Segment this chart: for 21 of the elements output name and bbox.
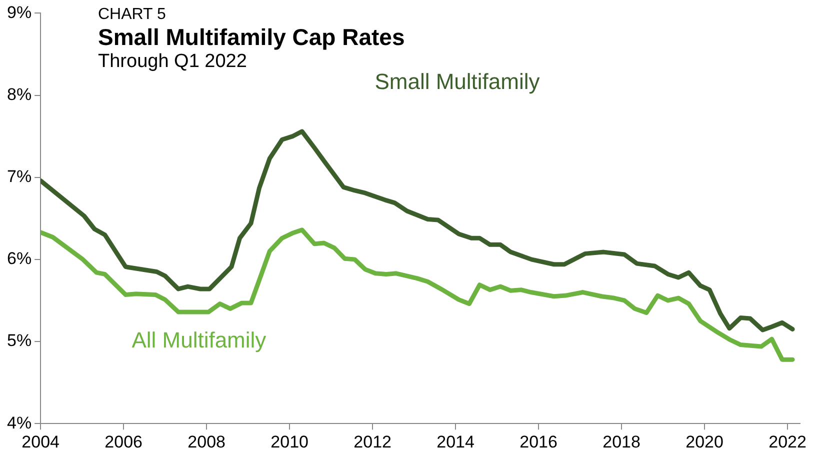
x-tick-label: 2020 bbox=[686, 432, 724, 452]
x-tick-label: 2016 bbox=[520, 432, 558, 452]
series-label: All Multifamily bbox=[132, 328, 266, 353]
y-tick-label: 4% bbox=[6, 413, 32, 432]
x-tick-label: 2004 bbox=[22, 432, 60, 452]
text: Through Q1 2022 bbox=[98, 50, 247, 72]
x-tick-label: 2014 bbox=[436, 432, 474, 452]
text: Small Multifamily Cap Rates bbox=[98, 24, 405, 51]
x-tick-label: 2010 bbox=[270, 432, 308, 452]
text: Small Multifamily bbox=[374, 69, 540, 94]
x-tick-label: 2018 bbox=[602, 432, 640, 452]
x-tick-label: 2022 bbox=[768, 432, 806, 452]
annotation: CHART 5 bbox=[98, 6, 167, 24]
y-tick-label: 9% bbox=[6, 2, 32, 22]
x-tick-label: 2012 bbox=[354, 432, 392, 452]
x-tick-label: 2008 bbox=[188, 432, 226, 452]
y-tick-label: 7% bbox=[6, 167, 32, 186]
y-tick-label: 6% bbox=[6, 249, 32, 268]
y-tick-label: 5% bbox=[6, 331, 32, 350]
y-tick-label: 8% bbox=[6, 84, 32, 104]
x-tick-label: 2006 bbox=[104, 432, 142, 452]
